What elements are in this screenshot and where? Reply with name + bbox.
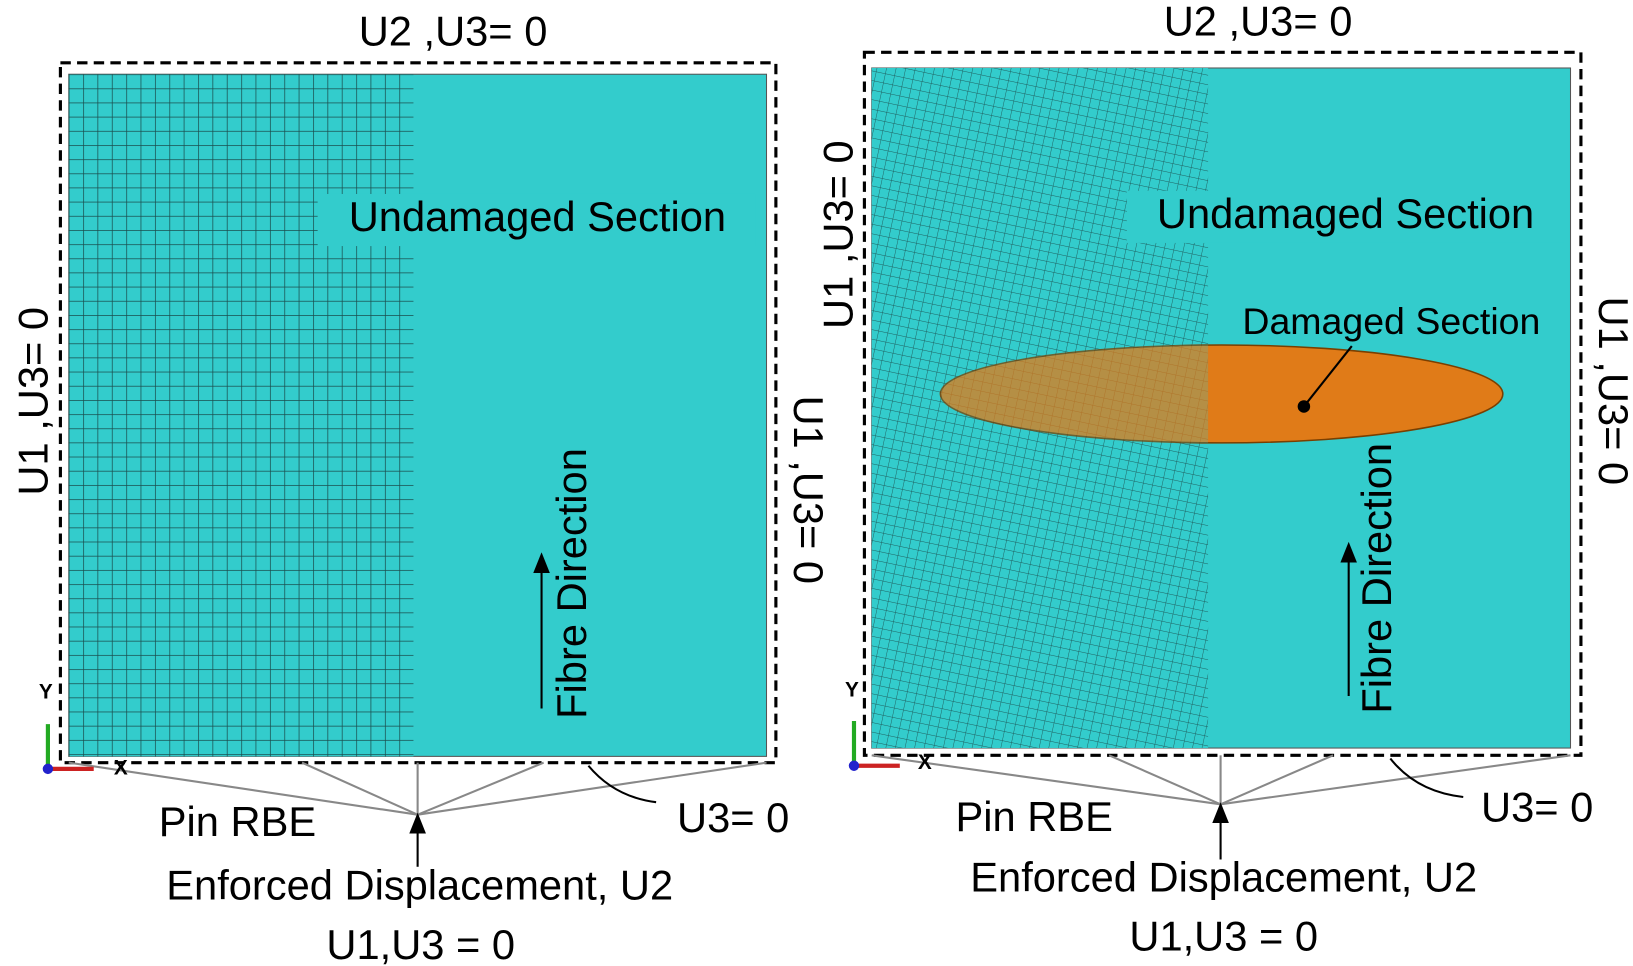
u3-label: U3= 0 bbox=[677, 794, 789, 841]
region-label: Undamaged Section bbox=[1157, 190, 1534, 237]
mesh bbox=[69, 74, 414, 756]
right-panel: U2 ,U3= 0 U1 ,U3= 0 U1 ,U3= 0 Undamaged … bbox=[814, 0, 1633, 960]
u3-label: U3= 0 bbox=[1481, 784, 1593, 831]
load-label: Enforced Displacement, U2 bbox=[166, 862, 673, 909]
right-bc: U1 ,U3= 0 bbox=[1590, 297, 1633, 486]
axis-y: Y bbox=[39, 680, 53, 703]
left-panel: U2 ,U3= 0 U1 ,U3= 0 U1 ,U3= 0 Undamaged … bbox=[9, 8, 832, 966]
fibre-label: Fibre Direction bbox=[1353, 443, 1400, 714]
figure: U2 ,U3= 0 U1 ,U3= 0 U1 ,U3= 0 Undamaged … bbox=[0, 0, 1633, 966]
axis-x: X bbox=[114, 756, 128, 779]
fibre-label: Fibre Direction bbox=[548, 448, 595, 719]
damaged-label: Damaged Section bbox=[1242, 300, 1540, 342]
pin-label: Pin RBE bbox=[159, 798, 316, 845]
leader bbox=[1390, 758, 1463, 797]
left-bc: U1 ,U3= 0 bbox=[9, 307, 56, 496]
load-bc: U1,U3 = 0 bbox=[1129, 913, 1318, 960]
load-label: Enforced Displacement, U2 bbox=[970, 853, 1477, 900]
region-label: Undamaged Section bbox=[349, 193, 726, 240]
axis-y: Y bbox=[845, 678, 859, 701]
pin-label: Pin RBE bbox=[955, 793, 1112, 840]
left-bc: U1 ,U3= 0 bbox=[814, 140, 861, 329]
axis-x: X bbox=[918, 751, 932, 774]
damaged-dot bbox=[1298, 400, 1310, 412]
load-bc: U1,U3 = 0 bbox=[326, 921, 515, 966]
damaged-mesh bbox=[940, 345, 1208, 443]
top-bc: U2 ,U3= 0 bbox=[1164, 0, 1353, 44]
right-bc: U1 ,U3= 0 bbox=[785, 395, 832, 584]
top-bc: U2 ,U3= 0 bbox=[359, 8, 548, 55]
